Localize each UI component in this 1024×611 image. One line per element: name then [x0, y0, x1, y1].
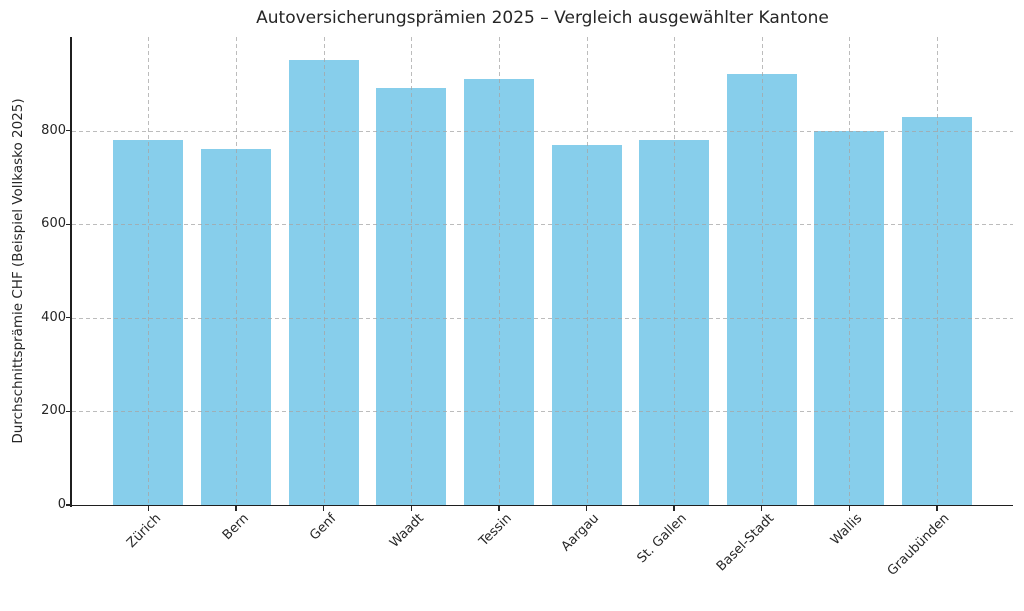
gridline-vertical: [674, 37, 676, 505]
gridline-vertical: [323, 37, 325, 505]
x-tick-label: Genf: [306, 511, 340, 544]
x-tick: [761, 506, 763, 511]
x-tick-label: Tessin: [476, 511, 515, 550]
x-tick-label: Waadt: [387, 511, 427, 551]
y-tick-label: 0: [57, 497, 66, 512]
x-tick: [585, 506, 588, 511]
x-tick: [848, 506, 851, 511]
y-tick-label: 600: [41, 216, 66, 232]
x-tick: [147, 506, 150, 511]
x-tick-label: Basel-Stadt: [713, 511, 778, 575]
y-axis-line: [70, 37, 73, 507]
y-tick: [66, 223, 71, 225]
y-tick: [66, 129, 71, 132]
y-tick-label: 800: [41, 122, 66, 138]
gridline-vertical: [236, 37, 238, 505]
gridline-vertical: [498, 37, 500, 505]
gridline-vertical: [586, 37, 588, 505]
gridline-vertical: [936, 37, 938, 505]
gridline-vertical: [849, 37, 851, 505]
y-tick-label: 400: [41, 309, 66, 325]
y-tick: [66, 317, 71, 319]
gridline-vertical: [411, 37, 413, 505]
gridline-horizontal: [72, 130, 1013, 132]
y-tick: [66, 410, 71, 413]
chart-title: Autoversicherungsprämien 2025 – Vergleic…: [256, 8, 829, 28]
x-tick-label: Graubünden: [884, 511, 953, 579]
gridline-vertical: [148, 37, 150, 505]
x-tick-label: Aargau: [558, 511, 603, 555]
x-tick: [322, 506, 325, 511]
x-tick: [936, 506, 938, 511]
x-axis-line: [70, 504, 1013, 507]
x-tick: [498, 506, 500, 511]
x-tick: [673, 506, 675, 511]
gridline-vertical: [761, 37, 763, 505]
gridline-horizontal: [72, 224, 1013, 226]
x-tick: [410, 506, 412, 511]
x-tick-label: St. Gallen: [634, 511, 690, 567]
x-tick-label: Bern: [219, 511, 252, 544]
x-tick-label: Wallis: [827, 511, 865, 549]
y-tick: [66, 504, 71, 506]
gridline-horizontal: [72, 411, 1013, 413]
x-tick: [235, 506, 237, 511]
y-tick-label: 200: [41, 403, 66, 419]
gridline-horizontal: [72, 317, 1013, 319]
x-tick-label: Zürich: [124, 511, 165, 551]
